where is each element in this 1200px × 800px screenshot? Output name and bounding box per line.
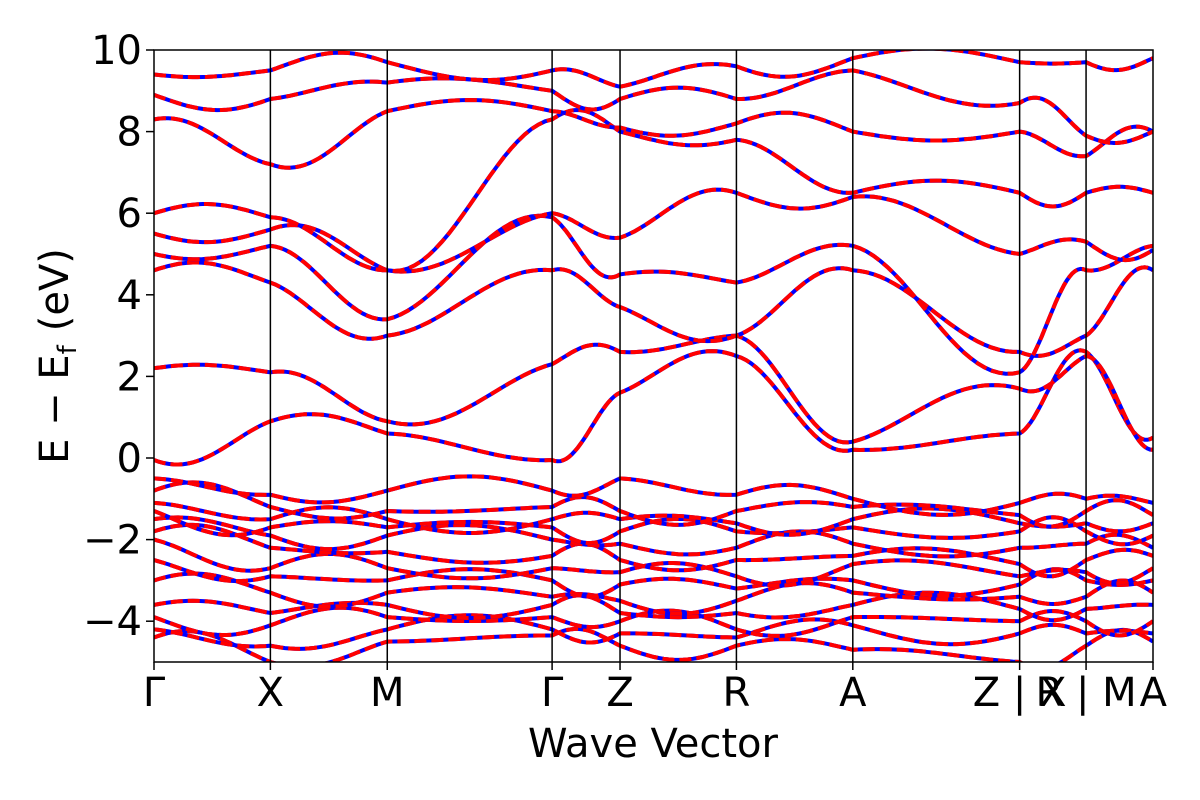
y-tick-label: −2 — [83, 518, 142, 564]
x-tick-label: Z — [606, 670, 633, 716]
y-tick-label: 6 — [117, 191, 142, 237]
y-axis-label: E − Ef (eV) — [32, 248, 83, 464]
band-line-red — [154, 260, 1153, 358]
y-tick-label: 2 — [117, 354, 142, 400]
band-line-red — [154, 613, 1153, 651]
band-line-red — [154, 50, 1153, 89]
band-line-red — [154, 537, 1153, 588]
band-line-red — [154, 187, 1153, 274]
band-line-red — [154, 515, 1153, 559]
y-axis-label-unit: (eV) — [32, 248, 78, 331]
high-symmetry-lines — [269, 50, 1087, 662]
x-tick-label: A — [839, 670, 867, 716]
band-line-red — [154, 97, 1153, 170]
band-line-red — [154, 571, 1153, 616]
plot-frame — [153, 49, 1154, 663]
x-tick-label: A — [1140, 670, 1168, 716]
band-line-red — [154, 509, 1153, 547]
band-line-red — [154, 348, 1153, 467]
band-line-red — [154, 107, 1153, 274]
band-line-red — [154, 500, 1153, 537]
x-axis-label: Wave Vector — [528, 721, 779, 767]
y-axis-ticks: −4 −2 0 2 4 6 8 10 — [83, 28, 154, 645]
y-tick-label: 0 — [117, 436, 142, 482]
x-tick-label: R | M — [1035, 670, 1136, 716]
x-tick-label: X — [257, 670, 284, 716]
band-line-red — [154, 474, 1153, 517]
y-tick-label: 10 — [91, 28, 142, 74]
band-line-blue — [154, 260, 1153, 358]
x-tick-label: Γ — [143, 670, 166, 716]
svg-text:E − Ef(eV): E − Ef (eV) — [32, 248, 83, 464]
band-line-red — [154, 68, 1153, 145]
y-tick-label: −4 — [83, 599, 142, 645]
band-line-blue — [154, 50, 1153, 89]
band-line-red — [154, 480, 1153, 529]
y-tick-label: 4 — [117, 273, 142, 319]
x-tick-label: Γ — [541, 670, 564, 716]
band-line-blue — [154, 626, 1153, 662]
band-line-red — [154, 522, 1153, 579]
band-line-blue — [154, 348, 1153, 467]
x-tick-label: R — [723, 670, 751, 716]
x-tick-label: Z | X — [973, 670, 1067, 716]
band-line-blue — [154, 187, 1153, 274]
band-line-red — [154, 590, 1153, 623]
y-axis-label-main: E − E — [32, 354, 78, 464]
x-tick-label: M — [370, 670, 405, 716]
band-line-red — [154, 333, 1153, 452]
y-tick-label: 8 — [117, 110, 142, 156]
band-lines — [154, 50, 1153, 662]
band-line-red — [154, 213, 1153, 376]
y-axis-label-subscript: f — [53, 344, 83, 354]
